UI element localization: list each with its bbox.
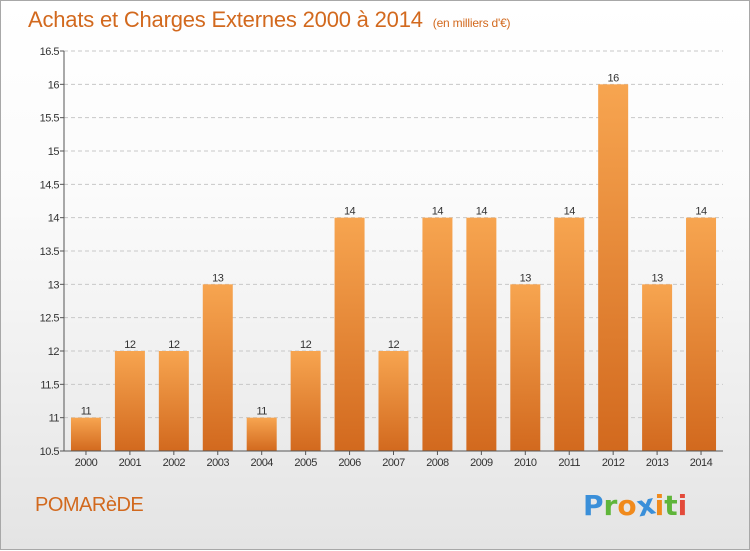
x-tick-label: 2002 — [163, 457, 186, 469]
y-tick-label: 15.5 — [40, 113, 60, 125]
y-tick-label: 10.5 — [40, 446, 60, 458]
bar — [202, 284, 233, 451]
bars: 11 12 12 13 11 12 14 12 14 14 13 14 16 13 14 — [70, 72, 717, 451]
y-tick-label: 14 — [48, 213, 60, 225]
data-label: 14 — [476, 206, 488, 218]
y-tick-label: 11.5 — [40, 379, 59, 391]
x-tick-label: 2004 — [250, 457, 273, 469]
chart-unit: (en milliers d'€) — [432, 16, 511, 30]
bar — [70, 417, 101, 451]
bar — [114, 351, 145, 451]
x-tick-label: 2008 — [426, 457, 449, 469]
x-tick-label: 2005 — [294, 457, 317, 469]
x-tick-label: 2013 — [646, 457, 669, 469]
y-tick-label: 12.5 — [40, 313, 60, 325]
x-tick-label: 2012 — [602, 457, 625, 469]
x-tick-label: 2010 — [514, 457, 537, 469]
bar — [510, 284, 541, 451]
y-tick-label: 16 — [48, 79, 60, 91]
x-tick-label: 2001 — [119, 457, 142, 469]
bar — [642, 284, 673, 451]
chart-title: Achats et Charges Externes 2000 à 2014 (e… — [28, 7, 511, 33]
y-tick-label: 16.5 — [40, 46, 60, 58]
x-tick-label: 2003 — [207, 457, 230, 469]
y-tick-label: 15 — [48, 146, 60, 158]
x-tick-label: 2006 — [338, 457, 361, 469]
bar — [466, 217, 497, 451]
logo-letter: P — [583, 489, 604, 522]
y-tick-label: 13 — [48, 279, 60, 291]
y-tick-label: 14.5 — [40, 179, 60, 191]
logo-letter: r — [603, 489, 618, 522]
data-label: 14 — [695, 206, 707, 218]
chart-title-text: Achats et Charges Externes 2000 à 2014 — [28, 7, 423, 32]
data-label: 12 — [168, 339, 180, 351]
logo-letter: t — [664, 489, 678, 522]
data-label: 11 — [256, 406, 267, 418]
data-label: 14 — [344, 206, 356, 218]
logo-letter: i — [677, 489, 688, 522]
bar — [290, 351, 321, 451]
data-label: 13 — [651, 272, 663, 284]
bar — [422, 217, 453, 451]
x-tick-label: 2000 — [75, 457, 98, 469]
bar — [378, 351, 409, 451]
data-label: 12 — [388, 339, 400, 351]
x-tick-label: 2007 — [382, 457, 405, 469]
y-tick-label: 12 — [48, 346, 60, 358]
logo-letter: o — [617, 489, 637, 522]
logo-letter: i — [654, 489, 665, 522]
data-label: 13 — [520, 272, 532, 284]
bar — [334, 217, 365, 451]
data-label: 14 — [432, 206, 444, 218]
bar — [158, 351, 189, 451]
x-tick-label: 2009 — [470, 457, 493, 469]
x-tick-label: 2011 — [558, 457, 580, 469]
y-tick-label: 11 — [49, 413, 60, 425]
proxiti-logo: Proxiti — [583, 487, 688, 523]
data-label: 14 — [564, 206, 576, 218]
data-label: 12 — [300, 339, 312, 351]
data-label: 16 — [608, 72, 620, 84]
data-label: 13 — [212, 272, 224, 284]
bar — [686, 217, 717, 451]
bar — [554, 217, 585, 451]
bar — [246, 417, 277, 451]
axes: 10.5 11 11.5 12 12.5 13 13.5 14 14.5 15 15.5 16 16.5… — [40, 46, 723, 469]
x-tick-label: 2014 — [690, 457, 713, 469]
commune-name: POMARèDE — [35, 494, 144, 516]
y-tick-label: 13.5 — [40, 246, 60, 258]
data-label: 11 — [81, 406, 92, 418]
bar — [598, 84, 629, 451]
data-label: 12 — [124, 339, 136, 351]
